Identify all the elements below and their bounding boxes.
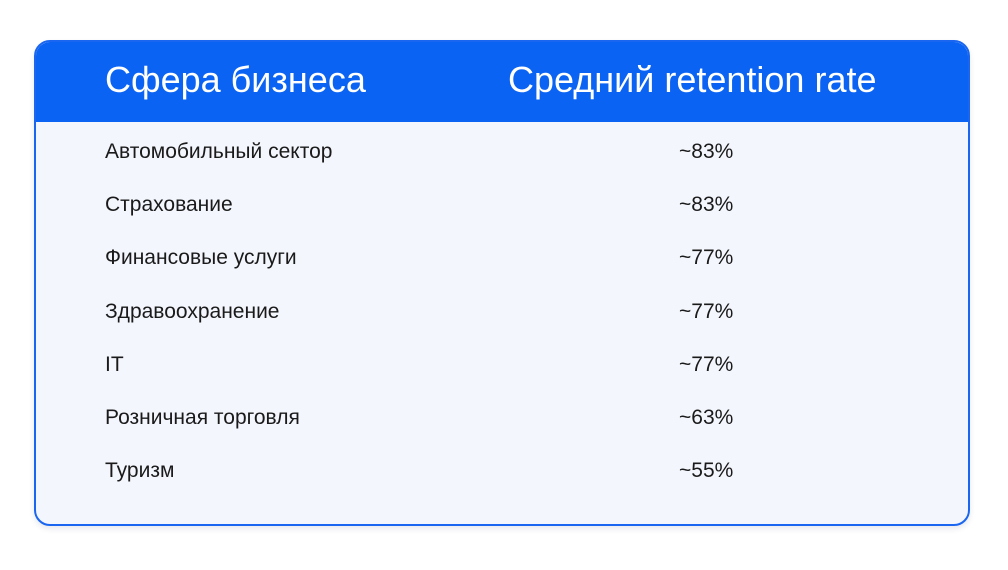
- table-row: Страхование ~83%: [36, 178, 968, 231]
- table-row: Розничная торговля ~63%: [36, 391, 968, 444]
- retention-rate-cell: ~77%: [679, 352, 734, 376]
- retention-rate-cell: ~63%: [679, 405, 734, 429]
- sector-cell: Розничная торговля: [105, 405, 300, 429]
- retention-rate-cell: ~83%: [679, 193, 734, 217]
- sector-cell: Автомобильный сектор: [105, 140, 333, 163]
- table-row: Здравоохранение ~77%: [36, 285, 968, 338]
- table-row: IT ~77%: [36, 338, 968, 391]
- retention-rate-cell: ~77%: [679, 246, 734, 270]
- sector-cell: IT: [105, 352, 124, 376]
- table-row: Туризм ~55%: [36, 444, 968, 497]
- sector-cell: Финансовые услуги: [105, 246, 297, 270]
- sector-cell: Туризм: [105, 459, 175, 483]
- column-header-retention-rate: Средний retention rate: [508, 59, 877, 100]
- sector-cell: Здравоохранение: [105, 299, 280, 323]
- retention-rate-cell: ~55%: [679, 459, 734, 483]
- sector-cell: Страхование: [105, 193, 233, 217]
- table-body: Автомобильный сектор ~83% Страхование ~8…: [36, 122, 968, 497]
- retention-rate-cell: ~77%: [679, 299, 734, 323]
- retention-table: Сфера бизнеса Средний retention rate Авт…: [34, 40, 970, 526]
- table-row: Автомобильный сектор ~83%: [36, 125, 968, 178]
- retention-rate-cell: ~83%: [679, 140, 734, 163]
- table-header: Сфера бизнеса Средний retention rate: [36, 42, 968, 122]
- column-header-sector: Сфера бизнеса: [105, 59, 366, 100]
- table-row: Финансовые услуги ~77%: [36, 231, 968, 284]
